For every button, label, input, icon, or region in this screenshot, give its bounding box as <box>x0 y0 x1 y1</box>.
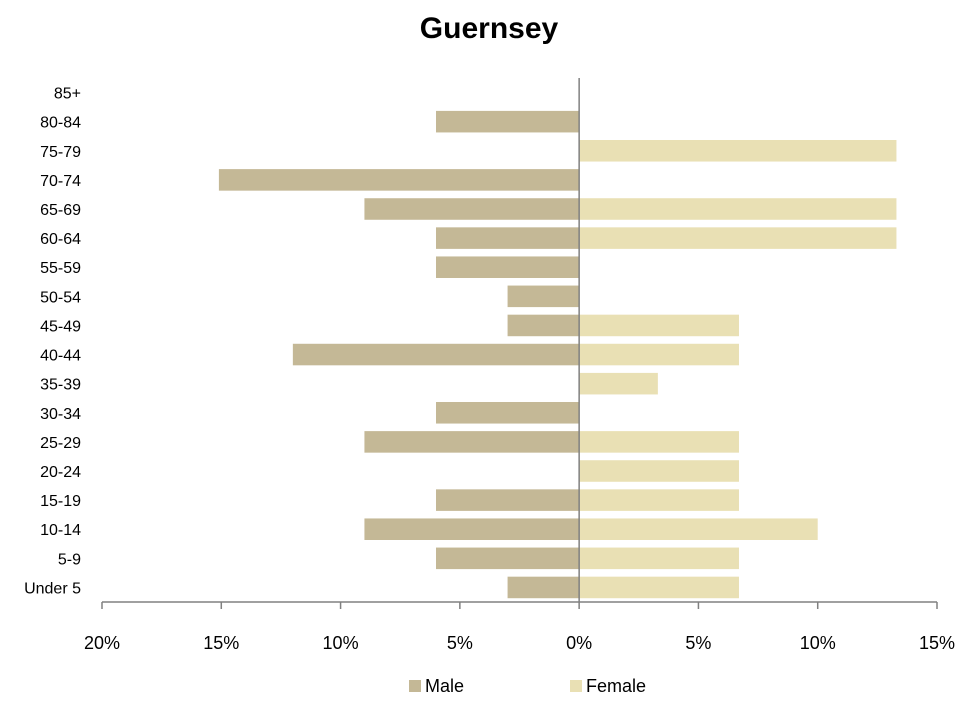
y-tick-label: 10-14 <box>40 522 81 539</box>
bar-female-65-69 <box>579 198 897 220</box>
y-tick-label: 50-54 <box>40 289 81 306</box>
y-tick-label: 60-64 <box>40 231 81 248</box>
bar-male-30-34 <box>436 402 580 424</box>
bar-female-45-49 <box>579 314 739 337</box>
y-tick-label: 85+ <box>54 86 81 103</box>
bar-female-20-24 <box>579 460 739 482</box>
bar-female-25-29 <box>579 431 739 453</box>
bar-male-under-5 <box>507 576 580 599</box>
bar-male-50-54 <box>507 285 580 308</box>
x-tick-label: 15% <box>203 633 239 653</box>
x-tick-label: 15% <box>919 633 955 653</box>
legend: Male Female <box>409 676 646 696</box>
bar-female-15-19 <box>579 489 739 511</box>
bar-male-40-44 <box>292 343 580 366</box>
bar-male-15-19 <box>436 489 580 511</box>
x-tick-label: 5% <box>447 633 473 653</box>
bar-female-under-5 <box>579 576 739 599</box>
y-tick-label: 65-69 <box>40 202 81 219</box>
legend-swatch-male <box>409 680 421 692</box>
legend-swatch-female <box>570 680 582 692</box>
bar-male-45-49 <box>507 314 580 337</box>
legend-label-male: Male <box>425 676 464 696</box>
x-tick-label: 0% <box>566 633 592 653</box>
y-axis-labels: Under 5 5-9 10-14 15-19 20-24 25-29 30-34 35-39… <box>24 86 81 598</box>
y-tick-label: 35-39 <box>40 377 81 394</box>
bar-female-60-64 <box>579 227 897 249</box>
y-tick-label: 5-9 <box>58 551 81 568</box>
legend-label-female: Female <box>586 676 646 696</box>
y-tick-label: 80-84 <box>40 115 81 132</box>
bar-female-75-79 <box>579 140 897 162</box>
bar-male-60-64 <box>436 227 580 249</box>
bar-male-5-9 <box>436 547 580 570</box>
chart-title: Guernsey <box>420 12 559 45</box>
bar-female-35-39 <box>579 372 658 395</box>
bar-female-5-9 <box>579 547 739 570</box>
y-tick-label: 25-29 <box>40 435 81 452</box>
x-tick-label: 10% <box>800 633 836 653</box>
x-tick-label: 20% <box>84 633 120 653</box>
y-tick-label: Under 5 <box>24 580 81 597</box>
y-tick-label: 30-34 <box>40 406 81 423</box>
y-tick-label: 55-59 <box>40 260 81 277</box>
axes-group <box>101 78 938 609</box>
y-tick-label: 20-24 <box>40 464 81 481</box>
bar-male-65-69 <box>364 198 580 220</box>
bar-male-10-14 <box>364 518 580 540</box>
bar-female-10-14 <box>579 518 818 540</box>
bar-male-25-29 <box>364 431 580 453</box>
bar-male-80-84 <box>436 110 580 133</box>
bars-group <box>218 110 897 599</box>
y-tick-label: 15-19 <box>40 493 81 510</box>
x-tick-label: 5% <box>685 633 711 653</box>
y-tick-label: 75-79 <box>40 144 81 161</box>
y-tick-label: 70-74 <box>40 173 81 190</box>
bar-male-55-59 <box>436 256 580 278</box>
x-tick-label: 10% <box>323 633 359 653</box>
y-tick-label: 40-44 <box>40 348 81 365</box>
bar-female-40-44 <box>579 343 739 366</box>
bar-male-70-74 <box>218 169 580 191</box>
x-axis-labels: 20% 15% 10% 5% 0% 5% 10% 15% <box>84 633 955 653</box>
y-tick-label: 45-49 <box>40 318 81 335</box>
